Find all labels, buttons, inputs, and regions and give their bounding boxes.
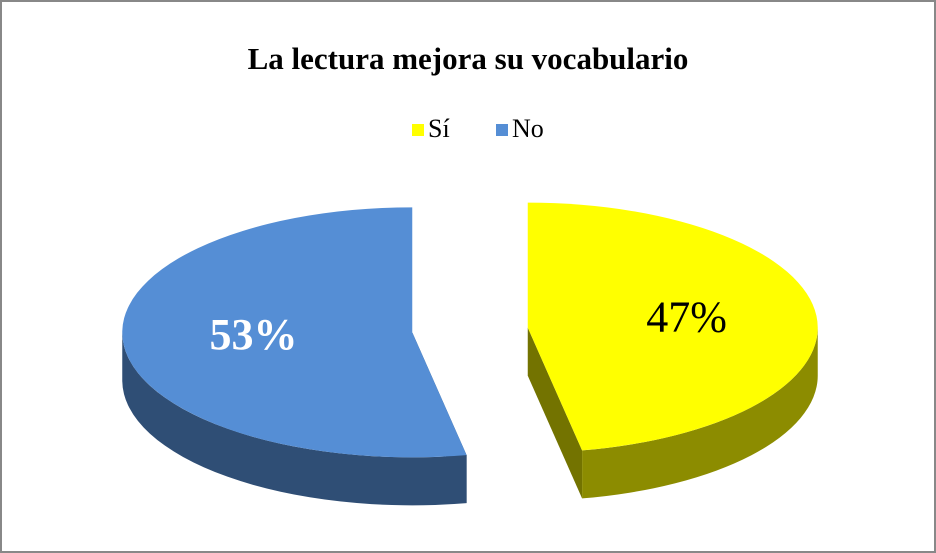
data-label: 53% <box>209 310 297 359</box>
data-label: 47% <box>646 292 727 341</box>
chart-title: La lectura mejora su vocabulario <box>248 41 689 76</box>
pie-slice <box>122 207 467 458</box>
slice-side <box>527 327 583 499</box>
slice-wall <box>122 332 467 506</box>
legend-swatch <box>496 124 508 136</box>
legend-label: Sí <box>428 114 450 143</box>
pie-slice <box>527 202 818 451</box>
legend-label: No <box>512 114 544 143</box>
legend-swatch <box>412 124 424 136</box>
slice-wall <box>582 327 818 499</box>
